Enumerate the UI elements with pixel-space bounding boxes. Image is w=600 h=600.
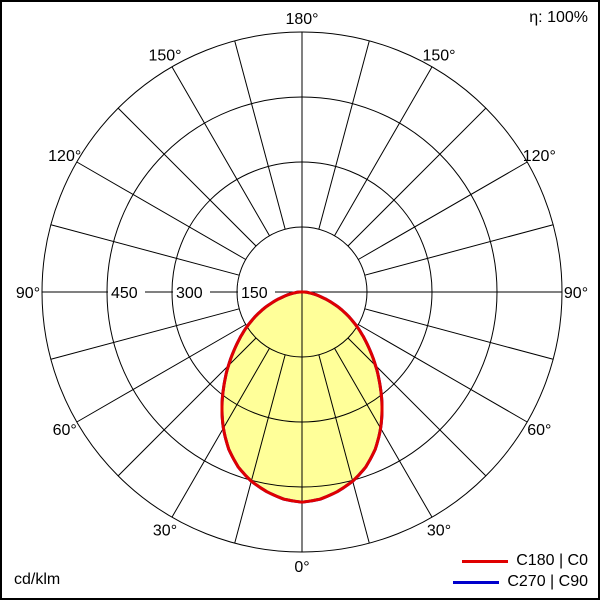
legend-line-blue — [453, 580, 500, 584]
unit-label: cd/klm — [14, 571, 61, 588]
svg-text:120°: 120° — [48, 148, 81, 165]
efficiency-label: η: 100% — [529, 9, 588, 26]
legend-label-c0: C180 | C0 — [516, 552, 588, 569]
svg-text:30°: 30° — [427, 522, 451, 539]
legend: C180 | C0 C270 | C90 — [453, 553, 588, 590]
svg-text:90°: 90° — [564, 285, 588, 302]
svg-text:150: 150 — [241, 285, 268, 302]
svg-text:60°: 60° — [527, 422, 551, 439]
svg-text:120°: 120° — [523, 148, 556, 165]
legend-label-c90: C270 | C90 — [507, 573, 588, 590]
svg-text:150°: 150° — [148, 48, 181, 65]
legend-item-c0: C180 | C0 — [453, 553, 588, 569]
svg-text:150°: 150° — [422, 48, 455, 65]
svg-text:300: 300 — [176, 285, 203, 302]
svg-text:60°: 60° — [53, 422, 77, 439]
svg-text:0°: 0° — [294, 559, 309, 576]
svg-text:180°: 180° — [285, 11, 318, 28]
svg-text:450: 450 — [111, 285, 138, 302]
svg-text:30°: 30° — [153, 522, 177, 539]
svg-text:90°: 90° — [16, 285, 40, 302]
legend-item-c90: C270 | C90 — [453, 574, 588, 590]
legend-line-red — [462, 559, 509, 563]
